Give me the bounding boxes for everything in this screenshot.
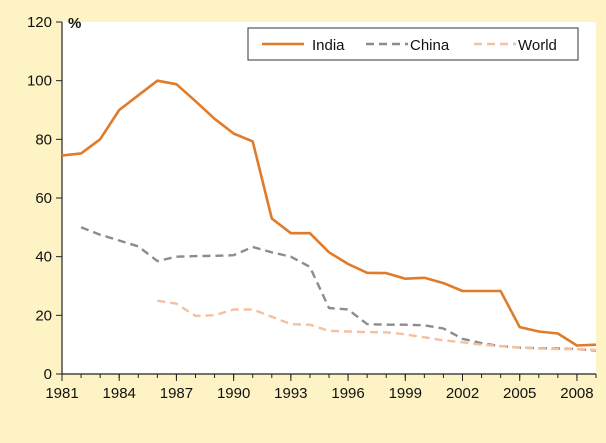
y-tick-label: 60 [35, 190, 52, 207]
y-tick-label: 20 [35, 307, 52, 324]
x-tick-label: 2005 [503, 385, 536, 402]
legend-label-world: World [518, 37, 557, 54]
legend-box [247, 27, 579, 61]
y-tick-label: 120 [27, 14, 52, 31]
legend-label-china: China [410, 37, 450, 54]
x-tick-label: 1987 [160, 385, 193, 402]
x-tick-label: 1999 [389, 385, 422, 402]
y-tick-label: 80 [35, 131, 52, 148]
series-layer [61, 79, 597, 352]
x-tick-label: 1981 [45, 385, 78, 402]
x-tick-label: 1990 [217, 385, 250, 402]
y-tick-label: 100 [27, 73, 52, 90]
caption-band [0, 413, 606, 443]
x-tick-label: 2008 [560, 385, 593, 402]
series-line-world [157, 299, 597, 352]
x-tick-label: 1996 [331, 385, 364, 402]
y-unit-label: % [68, 15, 81, 32]
x-tick-label: 1993 [274, 385, 307, 402]
series-line-china [80, 226, 597, 352]
plot-background [62, 22, 596, 374]
series-line-india [61, 79, 597, 347]
legend-label-india: India [312, 37, 345, 54]
axes: 0 20 40 60 80 100 120 1981 1984 1987 1990 1993 1996 1… [27, 14, 597, 402]
x-tick-label: 2002 [446, 385, 479, 402]
x-tick-label: 1984 [103, 385, 136, 402]
y-tick-label: 0 [44, 366, 52, 383]
legend: India China World [247, 27, 579, 61]
y-tick-label: 40 [35, 249, 52, 266]
